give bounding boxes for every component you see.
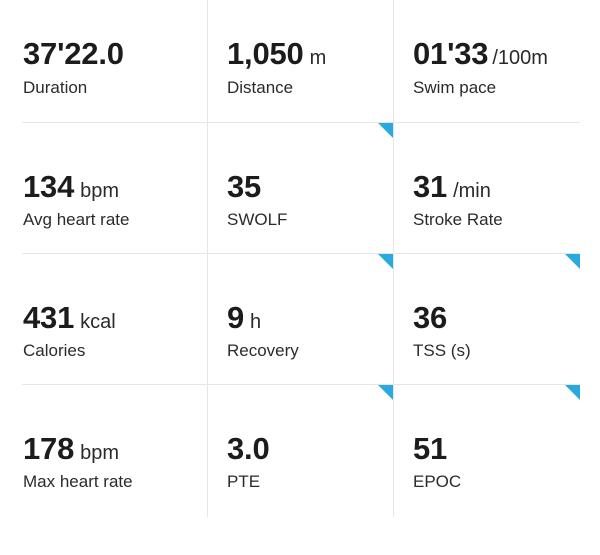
stat-number: 01'33: [413, 36, 489, 71]
stat-value: 51: [413, 433, 447, 464]
stat-number: 36: [413, 300, 448, 335]
stat-unit: h: [250, 311, 262, 333]
stat-number: 35: [227, 169, 262, 204]
stat-number: 37'22.0: [23, 36, 124, 71]
stat-value: 37'22.0: [23, 38, 124, 69]
stat-value: 431 kcal: [23, 302, 116, 333]
stat-number: 51: [413, 431, 448, 466]
stat-label: PTE: [227, 472, 261, 491]
stat-number: 431: [23, 300, 75, 335]
stat-label: Recovery: [227, 341, 299, 360]
stat-value: 134 bpm: [23, 171, 119, 202]
stat-label: TSS (s): [413, 341, 471, 360]
stat-value: 178 bpm: [23, 433, 119, 464]
stat-label: Calories: [23, 341, 86, 360]
stat-number: 1,050: [227, 36, 304, 71]
row-divider: [22, 122, 580, 123]
column-divider: [393, 0, 394, 517]
stat-label: Duration: [23, 78, 88, 97]
stat-value: 01'33/100m: [413, 38, 548, 69]
stat-number: 9: [227, 300, 245, 335]
stat-unit: /100m: [492, 47, 548, 69]
detail-corner-icon[interactable]: [378, 254, 393, 269]
stat-unit: /min: [453, 180, 491, 202]
stat-number: 31: [413, 169, 448, 204]
stat-label: SWOLF: [227, 210, 288, 229]
stat-value: 1,050 m: [227, 38, 326, 69]
stat-number: 3.0: [227, 431, 270, 466]
row-divider: [22, 384, 580, 385]
detail-corner-icon[interactable]: [565, 385, 580, 400]
detail-corner-icon[interactable]: [565, 254, 580, 269]
stat-number: 178: [23, 431, 75, 466]
stat-label: Distance: [227, 78, 294, 97]
stat-value: 31/min: [413, 171, 491, 202]
stat-value: 3.0: [227, 433, 270, 464]
row-divider: [22, 253, 580, 254]
stat-label: Max heart rate: [23, 472, 133, 491]
detail-corner-icon[interactable]: [378, 123, 393, 138]
stat-value: 36: [413, 302, 447, 333]
stat-number: 134: [23, 169, 75, 204]
stat-unit: m: [309, 47, 327, 69]
stat-label: Stroke Rate: [413, 210, 503, 229]
detail-corner-icon[interactable]: [378, 385, 393, 400]
stat-label: Swim pace: [413, 78, 497, 97]
stat-unit: bpm: [80, 180, 120, 202]
stat-unit: bpm: [80, 442, 120, 464]
stat-label: Avg heart rate: [23, 210, 130, 229]
stat-unit: kcal: [80, 311, 116, 333]
column-divider: [207, 0, 208, 517]
stat-value: 35: [227, 171, 261, 202]
stat-label: EPOC: [413, 472, 462, 491]
